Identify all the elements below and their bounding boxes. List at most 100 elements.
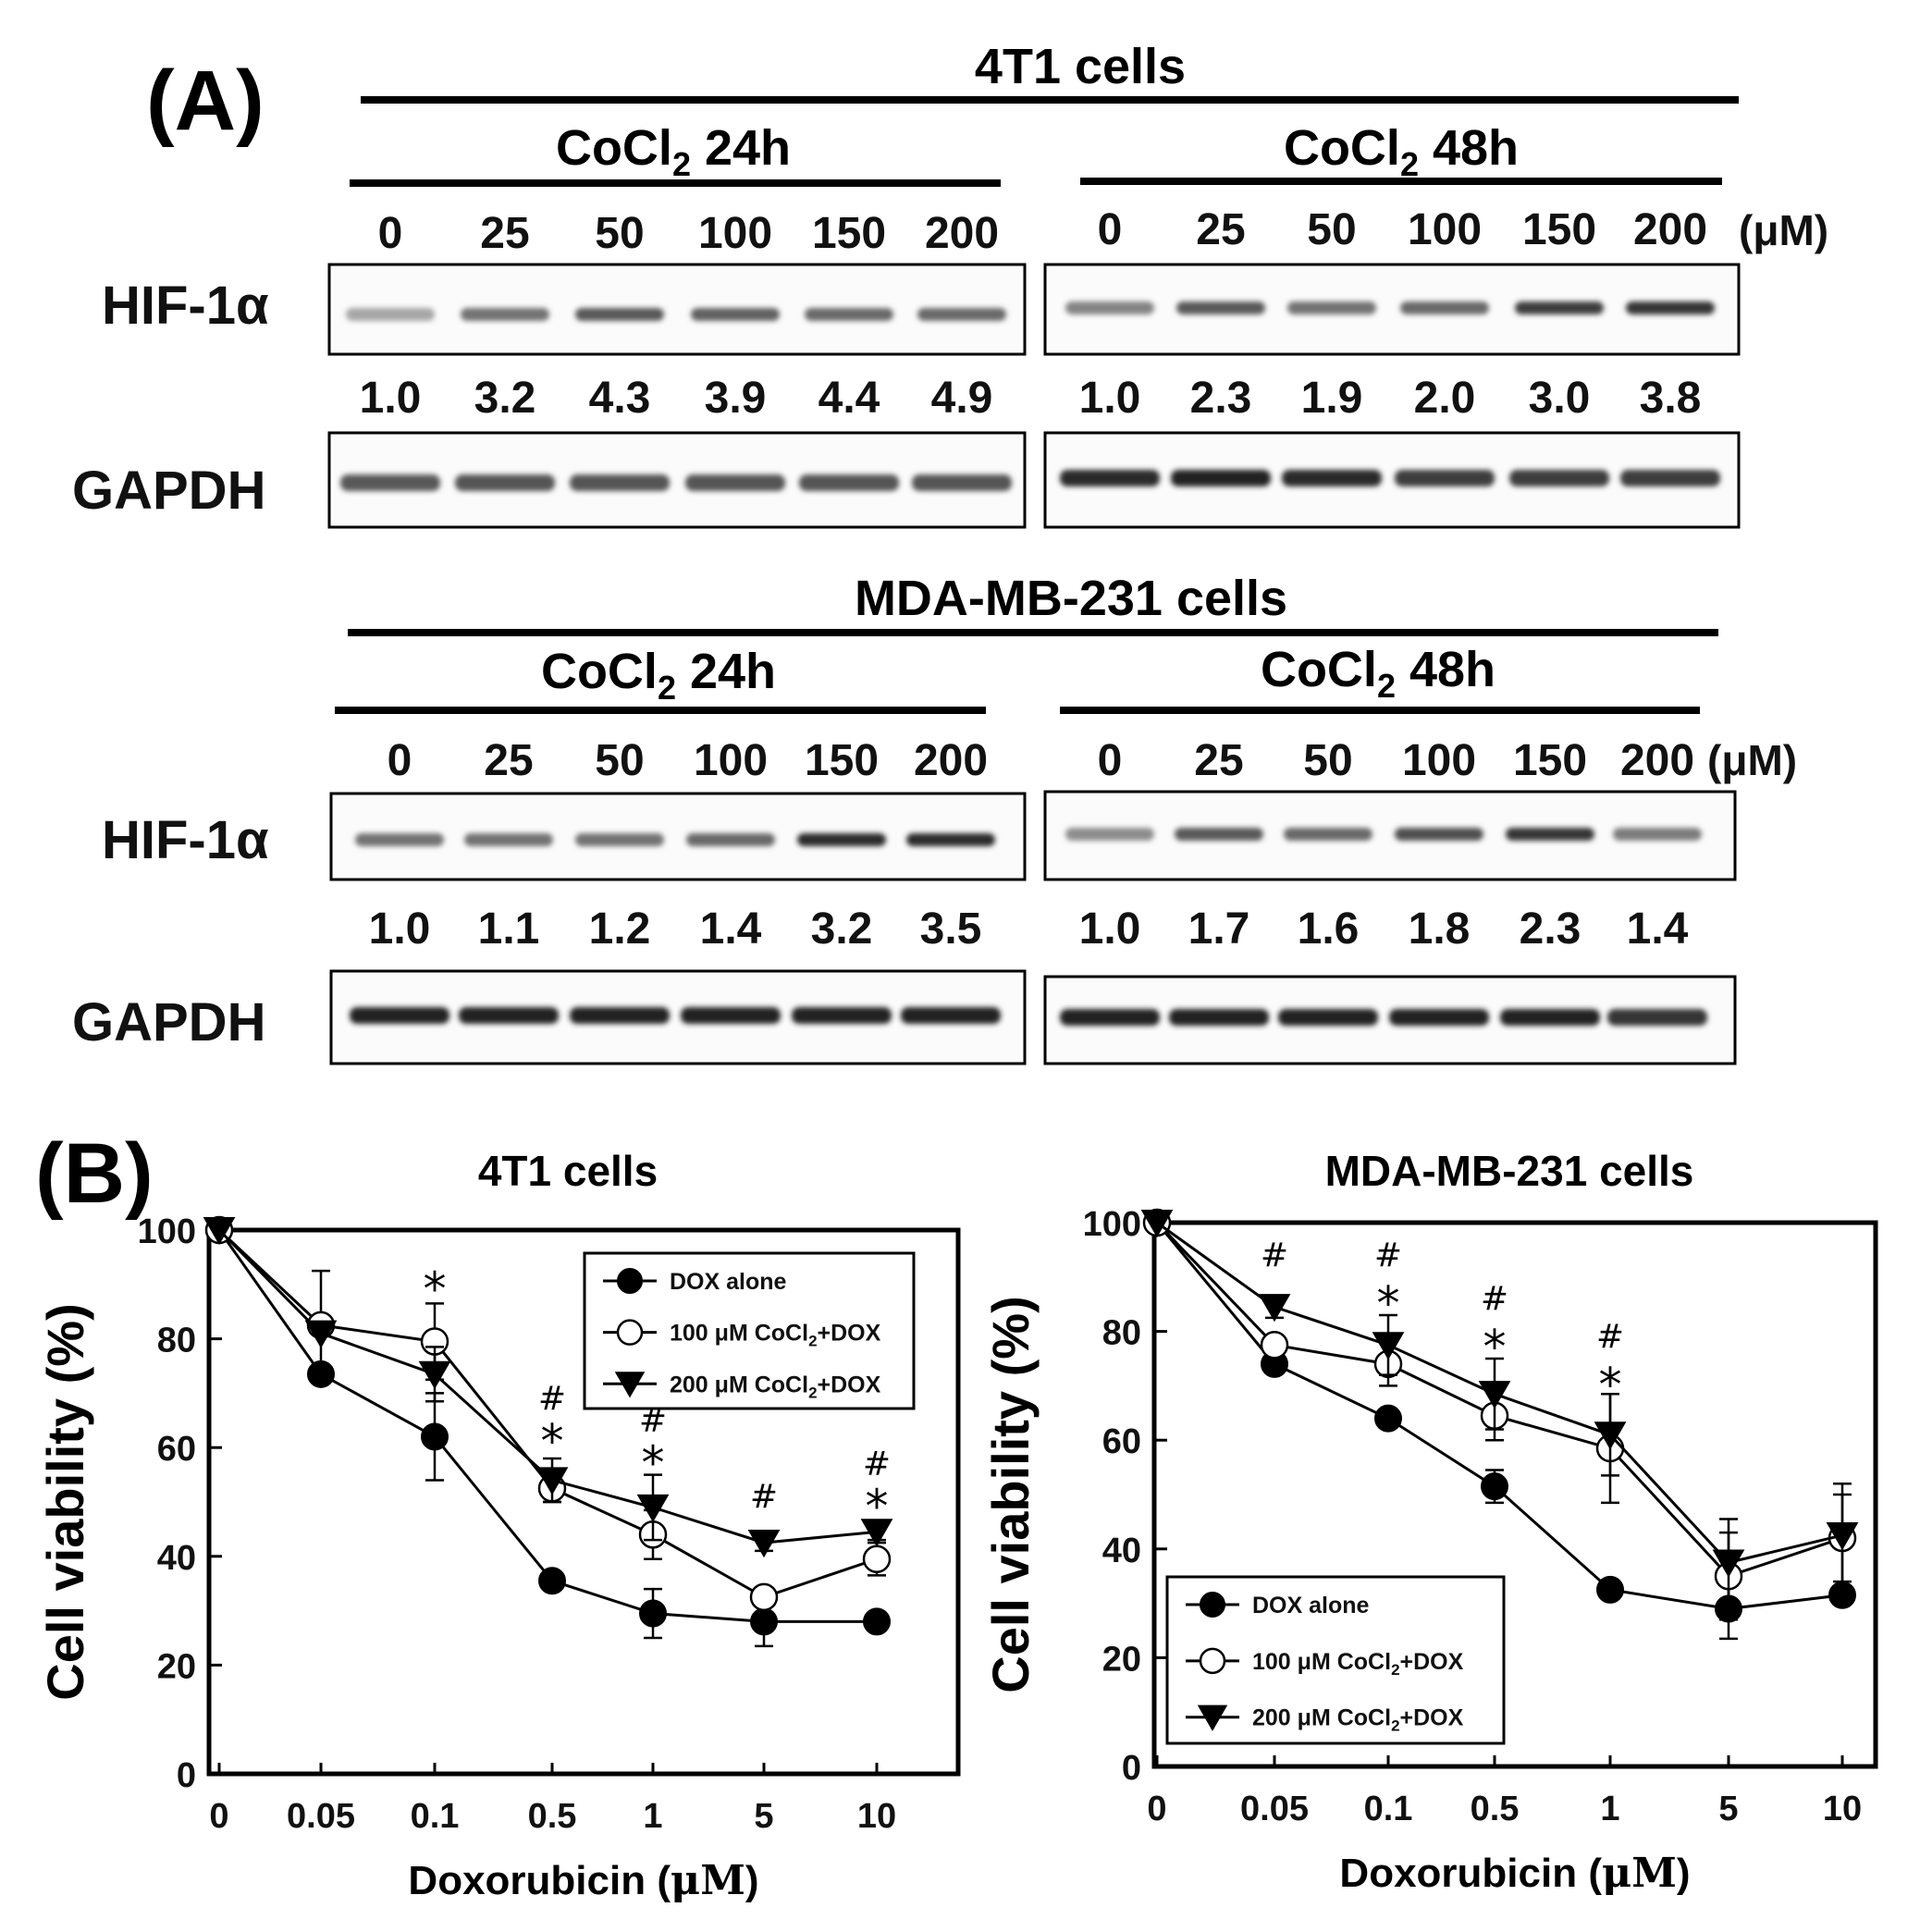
dose-label: 25: [480, 209, 529, 258]
chart-4t1-viability: 4T1 cells 0 20 40 60 80 100 0 0.05 0.1 0.5 1 5 10 Cell…: [36, 1147, 961, 1904]
dose-label: 25: [1194, 736, 1243, 785]
gapdh-band: [1395, 470, 1495, 486]
dose-label: 100: [1408, 205, 1482, 254]
hif-band: [461, 308, 549, 321]
row-label-hif: HIF-1α: [102, 810, 269, 870]
gapdh-band: [912, 474, 1012, 491]
x-tick-label: 1: [1600, 1790, 1619, 1828]
row-label-gapdh: GAPDH: [72, 992, 265, 1052]
unit-label: (μM): [1739, 206, 1828, 254]
x-tick-label: 10: [1823, 1790, 1862, 1828]
dose-label: 0: [378, 209, 403, 258]
ratio-label: 1.2: [589, 904, 651, 954]
gapdh-band: [340, 474, 440, 491]
gapdh-band: [455, 474, 555, 491]
ratio-label: 3.2: [811, 904, 873, 954]
panel-b-label: (B): [35, 1126, 154, 1221]
ratio-labels: 1.0 1.1 1.2 1.4 3.2 3.5: [369, 904, 982, 954]
marker-cocl2-200: [1712, 1549, 1745, 1578]
ratio-label: 4.9: [931, 374, 993, 423]
significance-hash: #: [1374, 1237, 1402, 1274]
x-tick-label: 1: [643, 1797, 662, 1836]
marker-cocl2-200: [860, 1519, 893, 1547]
blot-box: [1043, 263, 1741, 356]
dose-labels: 0 25 50 100 150 200: [388, 736, 988, 785]
hif-band: [346, 308, 435, 321]
marker-dox-alone: [863, 1607, 891, 1636]
band-row: [355, 833, 995, 846]
band-row: [1060, 1009, 1707, 1026]
y-tick-label: 0: [177, 1756, 196, 1795]
hif-band: [1287, 301, 1376, 314]
hif-band: [1400, 301, 1489, 314]
ratio-label: 3.5: [920, 904, 982, 954]
blot-mda-g2-title: CoCl2 48h: [1261, 642, 1495, 705]
marker-cocl2-100: [1260, 1331, 1289, 1360]
significance-hash: #: [1596, 1318, 1624, 1356]
marker-cocl2-200: [614, 1372, 646, 1398]
y-tick-label: 20: [157, 1647, 196, 1686]
series-2: [1140, 1209, 1859, 1607]
y-tick-label: 100: [1083, 1205, 1141, 1244]
dose-labels: 0 25 50 100 150 200: [378, 209, 999, 258]
x-axis-label: Doxorubicin (μM): [408, 1857, 758, 1904]
hif-band: [1395, 828, 1483, 841]
dose-label: 50: [595, 209, 644, 258]
dose-label: 0: [1098, 736, 1123, 785]
ratio-label: 1.1: [478, 904, 540, 954]
x-tick-label: 0.5: [1471, 1790, 1520, 1828]
marker-dox-alone: [639, 1599, 667, 1628]
dose-label: 0: [1098, 205, 1123, 254]
marker-cocl2-200: [418, 1360, 451, 1389]
dose-label: 200: [914, 736, 988, 785]
x-tick-label: 0.1: [411, 1797, 460, 1836]
marker-dox-alone: [1596, 1575, 1624, 1604]
significance-hash: #: [538, 1380, 566, 1418]
marker-cocl2-200: [1478, 1381, 1511, 1409]
y-tick-label: 60: [157, 1430, 196, 1469]
marker-cocl2-200: [636, 1494, 670, 1523]
y-tick-label: 80: [1102, 1314, 1141, 1353]
blot-mda-g1-title: CoCl2 24h: [541, 644, 776, 707]
x-axis-label: Doxorubicin (μM): [1339, 1850, 1690, 1897]
hif-band: [1284, 828, 1372, 841]
hif-band: [575, 308, 664, 321]
significance-star: *: [866, 1480, 889, 1533]
ratio-label: 1.8: [1409, 904, 1471, 954]
gapdh-band: [1278, 1009, 1378, 1026]
x-tick-label: 0.05: [1240, 1790, 1309, 1828]
y-axis-label: Cell viability (%): [36, 1303, 94, 1700]
legend-label: DOX alone: [1252, 1593, 1370, 1618]
ratio-labels: 1.0 1.7 1.6 1.8 2.3 1.4: [1079, 904, 1689, 954]
dose-label: 200: [1620, 736, 1694, 785]
significance-star: *: [1377, 1276, 1400, 1330]
significance-hash: #: [1481, 1280, 1508, 1318]
blot-box: [327, 263, 1027, 356]
row-label-gapdh: GAPDH: [72, 461, 265, 521]
ratio-label: 1.0: [360, 374, 422, 423]
ratio-label: 1.6: [1298, 904, 1360, 954]
ratio-label: 3.8: [1640, 374, 1702, 423]
x-tick-label: 0: [1147, 1790, 1166, 1828]
dose-label: 150: [805, 736, 879, 785]
dose-label: 100: [1402, 736, 1476, 785]
gapdh-band: [685, 474, 785, 491]
marker-dox-alone: [421, 1422, 449, 1451]
dose-label: 100: [698, 209, 772, 258]
blot-4t1-g2-title: CoCl2 48h: [1284, 120, 1519, 183]
hif-band: [575, 833, 664, 846]
significance-hash: #: [750, 1478, 778, 1516]
dose-labels: 0 25 50 100 150 200: [1098, 736, 1694, 785]
ratio-label: 3.0: [1529, 374, 1591, 423]
ratio-label: 2.0: [1414, 374, 1476, 423]
plot-frame: [1151, 1220, 1878, 1769]
x-tick-label: 0.1: [1364, 1790, 1413, 1828]
y-tick-label: 60: [1102, 1422, 1141, 1461]
panel-a-label: (A): [146, 54, 265, 148]
band-row: [346, 308, 1006, 321]
significance-star: *: [642, 1436, 665, 1490]
dose-label: 150: [812, 209, 886, 258]
hif-band: [906, 833, 995, 846]
gapdh-band: [1620, 470, 1720, 486]
ratio-label: 1.9: [1301, 374, 1363, 423]
